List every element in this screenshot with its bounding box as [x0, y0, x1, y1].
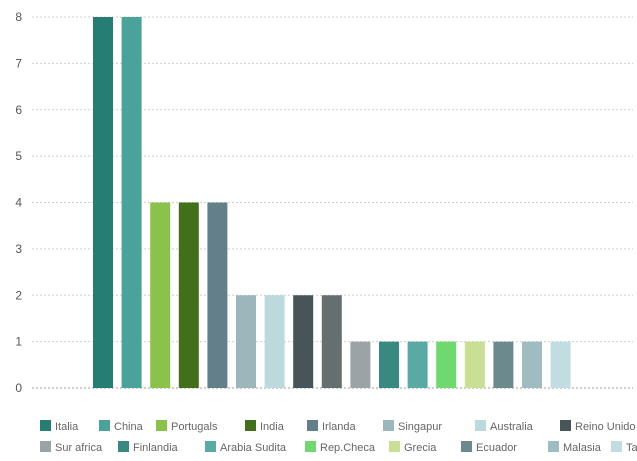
legend-label: Australia: [490, 421, 534, 433]
bar-portugals: [150, 202, 171, 388]
legend-swatch: [611, 441, 622, 452]
y-tick-label: 2: [15, 288, 22, 302]
bar-reino-unido: [293, 295, 314, 388]
legend-label: Finlandia: [133, 442, 179, 454]
legend: Italia China Portugals India Irlanda Singapur…: [40, 420, 637, 454]
bar-pakistan: [321, 295, 342, 388]
y-tick-label: 8: [15, 10, 22, 24]
y-tick-label: 4: [15, 196, 22, 210]
legend-label: China: [114, 421, 144, 433]
legend-swatch: [205, 441, 216, 452]
bar-india: [178, 202, 199, 388]
bar-sur-africa: [350, 341, 371, 388]
legend-swatch: [461, 441, 472, 452]
bar-italia: [93, 17, 113, 388]
legend-swatch: [156, 420, 167, 431]
legend-swatch: [305, 441, 316, 452]
y-tick-label: 6: [15, 103, 22, 117]
legend-swatch: [40, 441, 51, 452]
legend-swatch: [548, 441, 559, 452]
legend-label: Irlanda: [322, 421, 357, 433]
y-tick-label: 0: [15, 381, 22, 395]
legend-swatch: [307, 420, 318, 431]
legend-label: Italia: [55, 421, 79, 433]
legend-label: Sur africa: [55, 442, 103, 454]
bar-rep-checa: [436, 341, 457, 388]
bar-singapur: [236, 295, 256, 388]
bar-china: [121, 17, 142, 388]
legend-label: Taiwán: [626, 442, 637, 454]
bar-grecia: [464, 341, 485, 388]
legend-swatch: [99, 420, 110, 431]
legend-swatch: [560, 420, 571, 431]
legend-label: Portugals: [171, 421, 218, 433]
legend-label: Malasia: [563, 442, 602, 454]
y-tick-label: 7: [15, 56, 22, 70]
legend-label: Rep.Checa: [320, 442, 376, 454]
legend-swatch: [118, 441, 129, 452]
y-tick-label: 1: [15, 335, 22, 349]
legend-swatch: [383, 420, 394, 431]
legend-label: Ecuador: [476, 442, 517, 454]
bar-ecuador: [493, 341, 514, 388]
legend-swatch: [40, 420, 51, 431]
y-tick-label: 5: [15, 149, 22, 163]
bar-australia: [264, 295, 285, 388]
legend-label: Grecia: [404, 442, 437, 454]
bar-malasia: [522, 341, 542, 388]
bar-irlanda: [207, 202, 228, 388]
y-tick-label: 3: [15, 242, 22, 256]
bars: [93, 17, 571, 388]
legend-swatch: [245, 420, 256, 431]
bar-taiw-n: [550, 341, 571, 388]
y-axis-ticks: 0 1 2 3 4 5 6 7 8: [15, 10, 22, 395]
bar-finlandia: [379, 341, 399, 388]
bar-arabia-sudita: [407, 341, 428, 388]
legend-label: Singapur: [398, 421, 442, 433]
legend-label: Arabia Sudita: [220, 442, 287, 454]
legend-swatch: [475, 420, 486, 431]
legend-label: India: [260, 421, 285, 433]
legend-label: Reino Unido: [575, 421, 636, 433]
legend-swatch: [389, 441, 400, 452]
